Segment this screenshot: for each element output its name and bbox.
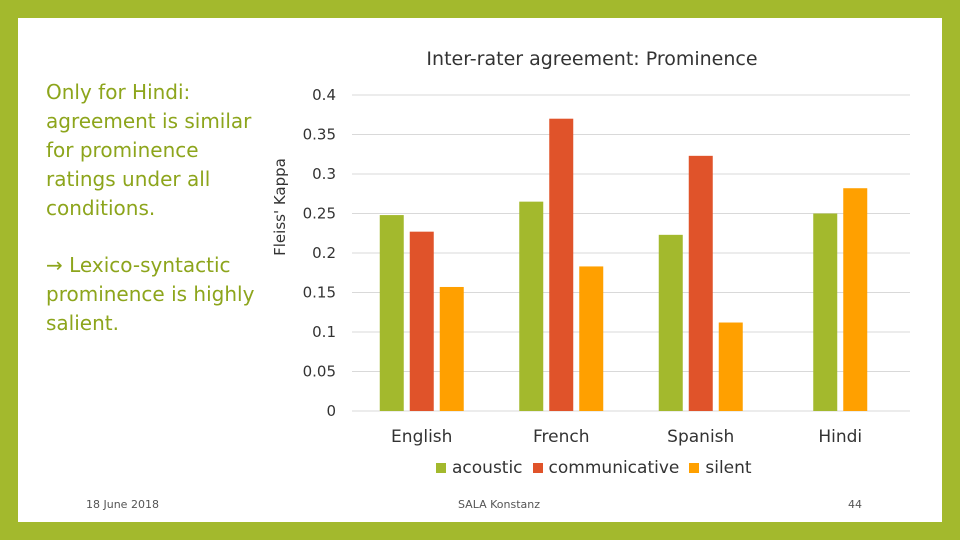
bar-hindi-acoustic	[813, 213, 838, 411]
bar-french-communicative	[549, 118, 574, 411]
y-tick-label: 0	[326, 402, 336, 420]
footer-date: 18 June 2018	[86, 498, 159, 511]
y-tick-label: 0.05	[303, 363, 336, 381]
legend-item-silent: silent	[689, 458, 752, 478]
page-number: 44	[848, 498, 862, 511]
y-tick-label: 0.1	[312, 323, 336, 341]
slide: Only for Hindi: agreement is similar for…	[18, 18, 942, 522]
bullet-hindi-note: Only for Hindi: agreement is similar for…	[46, 80, 252, 220]
bullet-lexico-note: → Lexico-syntactic prominence is highly …	[46, 253, 255, 335]
legend-label-silent: silent	[705, 458, 752, 478]
legend-swatch-acoustic	[436, 463, 446, 473]
x-category-label: English	[391, 427, 452, 447]
footer-center: SALA Konstanz	[458, 498, 541, 511]
bar-french-acoustic	[519, 201, 544, 411]
y-tick-label: 0.35	[303, 126, 336, 144]
y-tick-label: 0.25	[303, 205, 336, 223]
y-tick-label: 0.4	[312, 86, 336, 104]
legend-item-acoustic: acoustic	[436, 458, 523, 478]
bar-hindi-silent	[843, 188, 868, 411]
legend-label-acoustic: acoustic	[452, 458, 523, 478]
bar-spanish-silent	[718, 322, 743, 411]
bar-chart: 0 0.05 0.1 0.15 0.2 0.25 0.3 0.35 0.4 English Fren…	[303, 86, 910, 447]
legend-label-communicative: communicative	[548, 458, 680, 478]
y-tick-label: 0.2	[312, 244, 336, 262]
x-category-label: French	[533, 427, 590, 447]
x-category-label: Hindi	[818, 427, 862, 447]
chart-title: Inter-rater agreement: Prominence	[426, 48, 758, 70]
bar-english-acoustic	[379, 215, 404, 411]
legend: acoustic communicative silent	[436, 458, 762, 478]
legend-swatch-communicative	[532, 463, 543, 473]
y-tick-label: 0.15	[303, 284, 336, 302]
bar-english-silent	[439, 286, 464, 411]
x-category-label: Spanish	[667, 427, 734, 447]
bullet-list: Only for Hindi: agreement is similar for…	[46, 78, 261, 366]
y-tick-label: 0.3	[312, 165, 336, 183]
bar-french-silent	[579, 266, 604, 411]
legend-item-communicative: communicative	[532, 458, 680, 478]
bar-english-communicative	[409, 231, 434, 411]
bar-spanish-acoustic	[658, 234, 683, 411]
bar-spanish-communicative	[688, 155, 713, 411]
legend-swatch-silent	[689, 463, 700, 473]
